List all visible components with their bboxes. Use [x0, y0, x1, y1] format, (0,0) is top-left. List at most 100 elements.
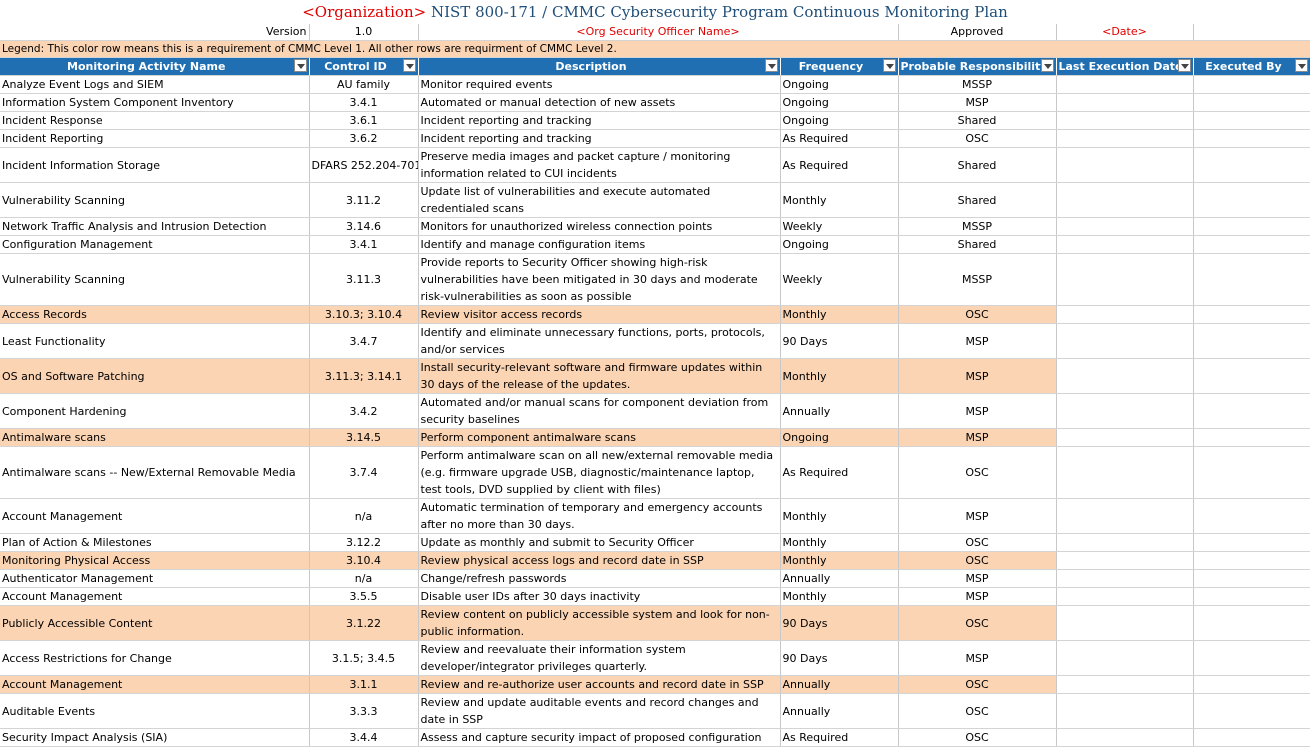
responsibility-cell[interactable]: OSC — [898, 446, 1057, 499]
frequency-cell[interactable]: Weekly — [780, 217, 899, 236]
frequency-cell[interactable]: Ongoing — [780, 428, 899, 447]
activity-name-cell[interactable]: Least Functionality — [0, 323, 310, 359]
responsibility-cell[interactable]: MSSP — [898, 253, 1057, 306]
responsibility-cell[interactable]: Shared — [898, 111, 1057, 130]
frequency-cell[interactable]: Monthly — [780, 358, 899, 394]
last-execution-date-cell[interactable] — [1056, 182, 1194, 218]
activity-name-cell[interactable]: Security Impact Analysis (SIA) — [0, 728, 310, 747]
executed-by-cell[interactable] — [1193, 129, 1310, 148]
activity-name-cell[interactable]: Account Management — [0, 675, 310, 694]
responsibility-cell[interactable]: MSP — [898, 428, 1057, 447]
last-execution-date-cell[interactable] — [1056, 693, 1194, 729]
description-cell[interactable]: Perform antimalware scan on all new/exte… — [418, 446, 781, 499]
frequency-cell[interactable]: 90 Days — [780, 323, 899, 359]
description-cell[interactable]: Preserve media images and packet capture… — [418, 147, 781, 183]
frequency-cell[interactable]: Annually — [780, 693, 899, 729]
description-cell[interactable]: Disable user IDs after 30 days inactivit… — [418, 587, 781, 606]
activity-name-cell[interactable]: Incident Information Storage — [0, 147, 310, 183]
control-id-cell[interactable]: 3.12.2 — [309, 533, 419, 552]
frequency-cell[interactable]: Ongoing — [780, 75, 899, 94]
frequency-cell[interactable]: As Required — [780, 446, 899, 499]
activity-name-cell[interactable]: Information System Component Inventory — [0, 93, 310, 112]
header-responsibility[interactable]: Probable Responsibility — [898, 57, 1057, 76]
last-execution-date-cell[interactable] — [1056, 253, 1194, 306]
approval-date[interactable]: <Date> — [1056, 24, 1194, 41]
control-id-cell[interactable]: 3.4.1 — [309, 93, 419, 112]
executed-by-cell[interactable] — [1193, 182, 1310, 218]
last-execution-date-cell[interactable] — [1056, 446, 1194, 499]
executed-by-cell[interactable] — [1193, 640, 1310, 676]
header-control-id[interactable]: Control ID — [309, 57, 419, 76]
frequency-cell[interactable]: As Required — [780, 728, 899, 747]
control-id-cell[interactable]: 3.3.3 — [309, 693, 419, 729]
control-id-cell[interactable]: 3.6.1 — [309, 111, 419, 130]
activity-name-cell[interactable]: Component Hardening — [0, 393, 310, 429]
header-frequency[interactable]: Frequency — [780, 57, 899, 76]
description-cell[interactable]: Identify and manage configuration items — [418, 235, 781, 254]
responsibility-cell[interactable]: MSP — [898, 358, 1057, 394]
last-execution-date-cell[interactable] — [1056, 675, 1194, 694]
frequency-cell[interactable]: Monthly — [780, 551, 899, 570]
frequency-cell[interactable]: Monthly — [780, 498, 899, 534]
responsibility-cell[interactable]: MSP — [898, 640, 1057, 676]
activity-name-cell[interactable]: Incident Response — [0, 111, 310, 130]
responsibility-cell[interactable]: MSP — [898, 323, 1057, 359]
last-execution-date-cell[interactable] — [1056, 129, 1194, 148]
control-id-cell[interactable]: 3.4.4 — [309, 728, 419, 747]
responsibility-cell[interactable]: Shared — [898, 182, 1057, 218]
last-execution-date-cell[interactable] — [1056, 728, 1194, 747]
activity-name-cell[interactable]: Antimalware scans — [0, 428, 310, 447]
frequency-cell[interactable]: Monthly — [780, 587, 899, 606]
description-cell[interactable]: Change/refresh passwords — [418, 569, 781, 588]
control-id-cell[interactable]: AU family — [309, 75, 419, 94]
control-id-cell[interactable]: 3.11.2 — [309, 182, 419, 218]
executed-by-cell[interactable] — [1193, 498, 1310, 534]
header-description[interactable]: Description — [418, 57, 781, 76]
activity-name-cell[interactable]: Access Records — [0, 305, 310, 324]
header-activity-name[interactable]: Monitoring Activity Name — [0, 57, 310, 76]
description-cell[interactable]: Automated and/or manual scans for compon… — [418, 393, 781, 429]
activity-name-cell[interactable]: Account Management — [0, 498, 310, 534]
activity-name-cell[interactable]: Analyze Event Logs and SIEM — [0, 75, 310, 94]
control-id-cell[interactable]: 3.10.3; 3.10.4 — [309, 305, 419, 324]
executed-by-cell[interactable] — [1193, 147, 1310, 183]
control-id-cell[interactable]: DFARS 252.204-7012 — [309, 147, 419, 183]
executed-by-cell[interactable] — [1193, 587, 1310, 606]
responsibility-cell[interactable]: MSP — [898, 498, 1057, 534]
description-cell[interactable]: Assess and capture security impact of pr… — [418, 728, 781, 747]
activity-name-cell[interactable]: OS and Software Patching — [0, 358, 310, 394]
description-cell[interactable]: Identify and eliminate unnecessary funct… — [418, 323, 781, 359]
control-id-cell[interactable]: 3.5.5 — [309, 587, 419, 606]
control-id-cell[interactable]: 3.14.6 — [309, 217, 419, 236]
last-execution-date-cell[interactable] — [1056, 147, 1194, 183]
description-cell[interactable]: Incident reporting and tracking — [418, 111, 781, 130]
description-cell[interactable]: Update as monthly and submit to Security… — [418, 533, 781, 552]
last-execution-date-cell[interactable] — [1056, 428, 1194, 447]
last-execution-date-cell[interactable] — [1056, 235, 1194, 254]
responsibility-cell[interactable]: Shared — [898, 235, 1057, 254]
activity-name-cell[interactable]: Monitoring Physical Access — [0, 551, 310, 570]
activity-name-cell[interactable]: Account Management — [0, 587, 310, 606]
version-label[interactable]: Version — [0, 24, 310, 41]
frequency-cell[interactable]: Annually — [780, 393, 899, 429]
description-cell[interactable]: Review and reevaluate their information … — [418, 640, 781, 676]
activity-name-cell[interactable]: Incident Reporting — [0, 129, 310, 148]
responsibility-cell[interactable]: MSP — [898, 587, 1057, 606]
last-execution-date-cell[interactable] — [1056, 75, 1194, 94]
control-id-cell[interactable]: 3.4.1 — [309, 235, 419, 254]
responsibility-cell[interactable]: Shared — [898, 147, 1057, 183]
responsibility-cell[interactable]: OSC — [898, 305, 1057, 324]
control-id-cell[interactable]: 3.10.4 — [309, 551, 419, 570]
control-id-cell[interactable]: 3.14.5 — [309, 428, 419, 447]
approved-label[interactable]: Approved — [898, 24, 1057, 41]
security-officer-name[interactable]: <Org Security Officer Name> — [418, 24, 899, 41]
responsibility-cell[interactable]: MSP — [898, 569, 1057, 588]
control-id-cell[interactable]: 3.1.22 — [309, 605, 419, 641]
activity-name-cell[interactable]: Vulnerability Scanning — [0, 253, 310, 306]
activity-name-cell[interactable]: Plan of Action & Milestones — [0, 533, 310, 552]
executed-by-cell[interactable] — [1193, 446, 1310, 499]
control-id-cell[interactable]: 3.1.1 — [309, 675, 419, 694]
empty-cell[interactable] — [1193, 24, 1310, 41]
frequency-cell[interactable]: Weekly — [780, 253, 899, 306]
responsibility-cell[interactable]: MSP — [898, 393, 1057, 429]
